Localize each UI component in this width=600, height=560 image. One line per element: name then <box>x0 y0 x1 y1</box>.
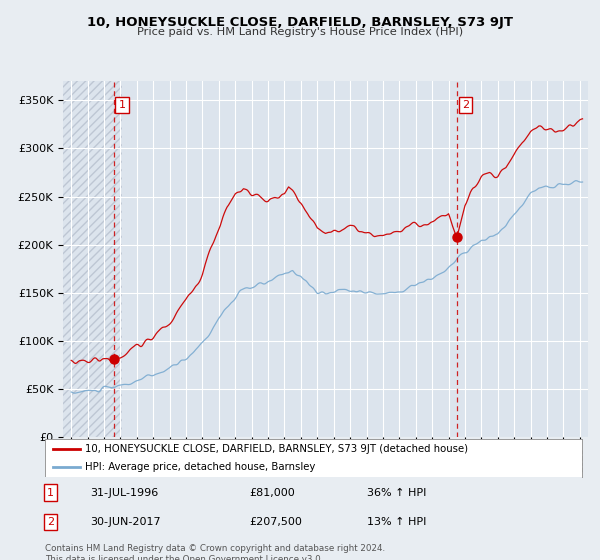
Text: 36% ↑ HPI: 36% ↑ HPI <box>367 488 427 498</box>
Text: 2: 2 <box>461 100 469 110</box>
Text: £207,500: £207,500 <box>249 517 302 527</box>
Text: Price paid vs. HM Land Registry's House Price Index (HPI): Price paid vs. HM Land Registry's House … <box>137 27 463 37</box>
Text: 2: 2 <box>47 517 54 527</box>
Bar <box>63 81 122 437</box>
Text: 10, HONEYSUCKLE CLOSE, DARFIELD, BARNSLEY, S73 9JT: 10, HONEYSUCKLE CLOSE, DARFIELD, BARNSLE… <box>87 16 513 29</box>
Text: HPI: Average price, detached house, Barnsley: HPI: Average price, detached house, Barn… <box>85 462 316 472</box>
Text: 10, HONEYSUCKLE CLOSE, DARFIELD, BARNSLEY, S73 9JT (detached house): 10, HONEYSUCKLE CLOSE, DARFIELD, BARNSLE… <box>85 444 469 454</box>
Text: 31-JUL-1996: 31-JUL-1996 <box>91 488 159 498</box>
Text: 30-JUN-2017: 30-JUN-2017 <box>91 517 161 527</box>
Text: 13% ↑ HPI: 13% ↑ HPI <box>367 517 427 527</box>
Text: £81,000: £81,000 <box>249 488 295 498</box>
Text: 1: 1 <box>118 100 125 110</box>
Text: 1: 1 <box>47 488 54 498</box>
Text: Contains HM Land Registry data © Crown copyright and database right 2024.
This d: Contains HM Land Registry data © Crown c… <box>45 544 385 560</box>
